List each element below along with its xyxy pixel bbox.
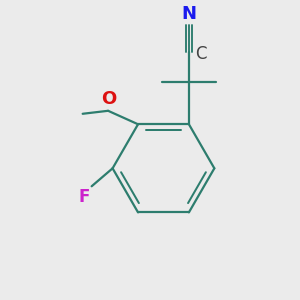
Text: O: O — [101, 90, 116, 108]
Text: N: N — [182, 5, 196, 23]
Text: F: F — [79, 188, 90, 206]
Text: C: C — [196, 45, 207, 63]
